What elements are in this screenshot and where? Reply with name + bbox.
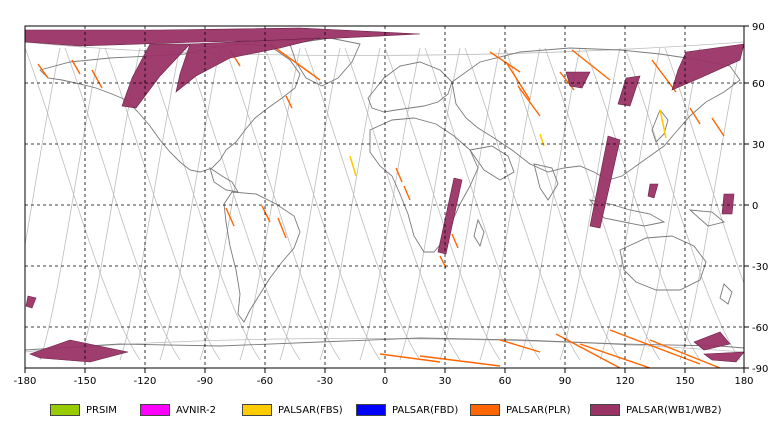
legend-item-palsar-wb: PALSAR(WB1/WB2) <box>590 402 722 418</box>
lat-tick-label: 60 <box>752 79 765 90</box>
lat-tick-labels: 90 60 30 0 -30 -60 -90 <box>752 22 768 375</box>
lon-tick-marks <box>24 368 745 373</box>
lon-tick-label: -30 <box>317 376 333 387</box>
legend-item-prsim: PRSIM <box>50 402 117 418</box>
legend-item-palsar-fbd: PALSAR(FBD) <box>356 402 458 418</box>
lon-tick-label: 120 <box>615 376 634 387</box>
palsar-plr-strips <box>37 43 725 368</box>
lon-tick-label: 30 <box>439 376 452 387</box>
legend-label: PALSAR(FBS) <box>278 404 343 416</box>
orbit-tracks <box>25 41 744 361</box>
lon-tick-label: -120 <box>134 376 157 387</box>
lon-tick-label: 90 <box>559 376 572 387</box>
graticule <box>25 26 744 368</box>
lon-tick-label: -150 <box>74 376 97 387</box>
lat-tick-label: -30 <box>752 262 768 273</box>
lon-tick-label: 60 <box>499 376 512 387</box>
legend-swatch <box>470 404 500 416</box>
legend-label: PALSAR(FBD) <box>392 404 459 416</box>
legend-label: PALSAR(PLR) <box>506 404 571 416</box>
lon-tick-label: -60 <box>257 376 273 387</box>
lat-tick-label: -90 <box>752 364 768 375</box>
lat-tick-label: -60 <box>752 323 768 334</box>
legend-label: PALSAR(WB1/WB2) <box>626 404 722 416</box>
legend-swatch <box>356 404 386 416</box>
lon-tick-label: -180 <box>14 376 37 387</box>
legend-swatch <box>50 404 80 416</box>
lat-tick-marks <box>744 25 749 369</box>
legend-item-avnir2: AVNIR-2 <box>140 402 216 418</box>
world-map: -180 -150 -120 -90 -60 -30 0 30 60 90 12… <box>14 22 769 387</box>
lat-tick-label: 30 <box>752 140 765 151</box>
legend-item-palsar-plr: PALSAR(PLR) <box>470 402 570 418</box>
legend-item-palsar-fbs: PALSAR(FBS) <box>242 402 343 418</box>
lon-tick-label: -90 <box>197 376 213 387</box>
lon-tick-label: 150 <box>675 376 694 387</box>
lon-tick-labels: -180 -150 -120 -90 -60 -30 0 30 60 90 12… <box>14 376 754 387</box>
lon-tick-label: 0 <box>382 376 388 387</box>
lat-tick-label: 0 <box>752 201 758 212</box>
legend-label: AVNIR-2 <box>176 404 216 416</box>
lon-tick-label: 180 <box>734 376 753 387</box>
legend-swatch <box>140 404 170 416</box>
legend-label: PRSIM <box>86 404 117 416</box>
lat-tick-label: 90 <box>752 22 765 33</box>
legend-swatch <box>590 404 620 416</box>
legend: PRSIM AVNIR-2 PALSAR(FBS) PALSAR(FBD) PA… <box>0 398 770 422</box>
legend-swatch <box>242 404 272 416</box>
